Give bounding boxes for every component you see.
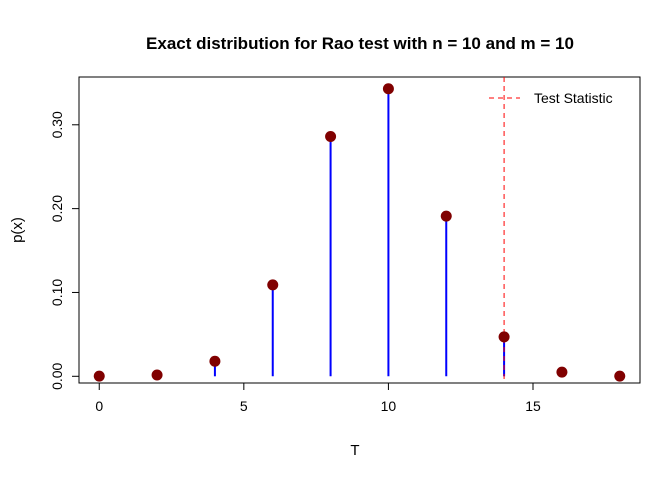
- x-axis-label: T: [350, 442, 359, 459]
- y-tick-label: 0.00: [49, 362, 65, 389]
- x-tick-label: 0: [95, 398, 103, 414]
- chart-title: Exact distribution for Rao test with n =…: [146, 34, 574, 53]
- y-tick-label: 0.10: [49, 279, 65, 306]
- data-point: [498, 331, 510, 343]
- data-point: [209, 355, 221, 367]
- data-point: [440, 210, 452, 222]
- data-point: [614, 370, 626, 382]
- stems-group: [98, 88, 621, 377]
- x-tick-label: 15: [525, 398, 541, 414]
- legend: Test Statistic: [489, 90, 613, 106]
- y-tick-label: 0.30: [49, 111, 65, 138]
- data-point: [556, 366, 568, 378]
- data-point: [93, 370, 105, 382]
- y-axis-label: p(x): [9, 217, 26, 243]
- y-axis: 0.00 0.10 0.20 0.30: [49, 111, 80, 390]
- x-tick-label: 10: [381, 398, 397, 414]
- data-point: [267, 279, 279, 291]
- data-point: [382, 83, 394, 95]
- y-tick-label: 0.20: [49, 195, 65, 222]
- data-point: [151, 369, 163, 381]
- points-group: [93, 83, 626, 382]
- x-tick-label: 5: [240, 398, 248, 414]
- x-axis: 0 5 10 15: [95, 382, 541, 414]
- plot-frame: [78, 76, 641, 384]
- data-point: [325, 131, 337, 143]
- legend-label: Test Statistic: [534, 90, 613, 106]
